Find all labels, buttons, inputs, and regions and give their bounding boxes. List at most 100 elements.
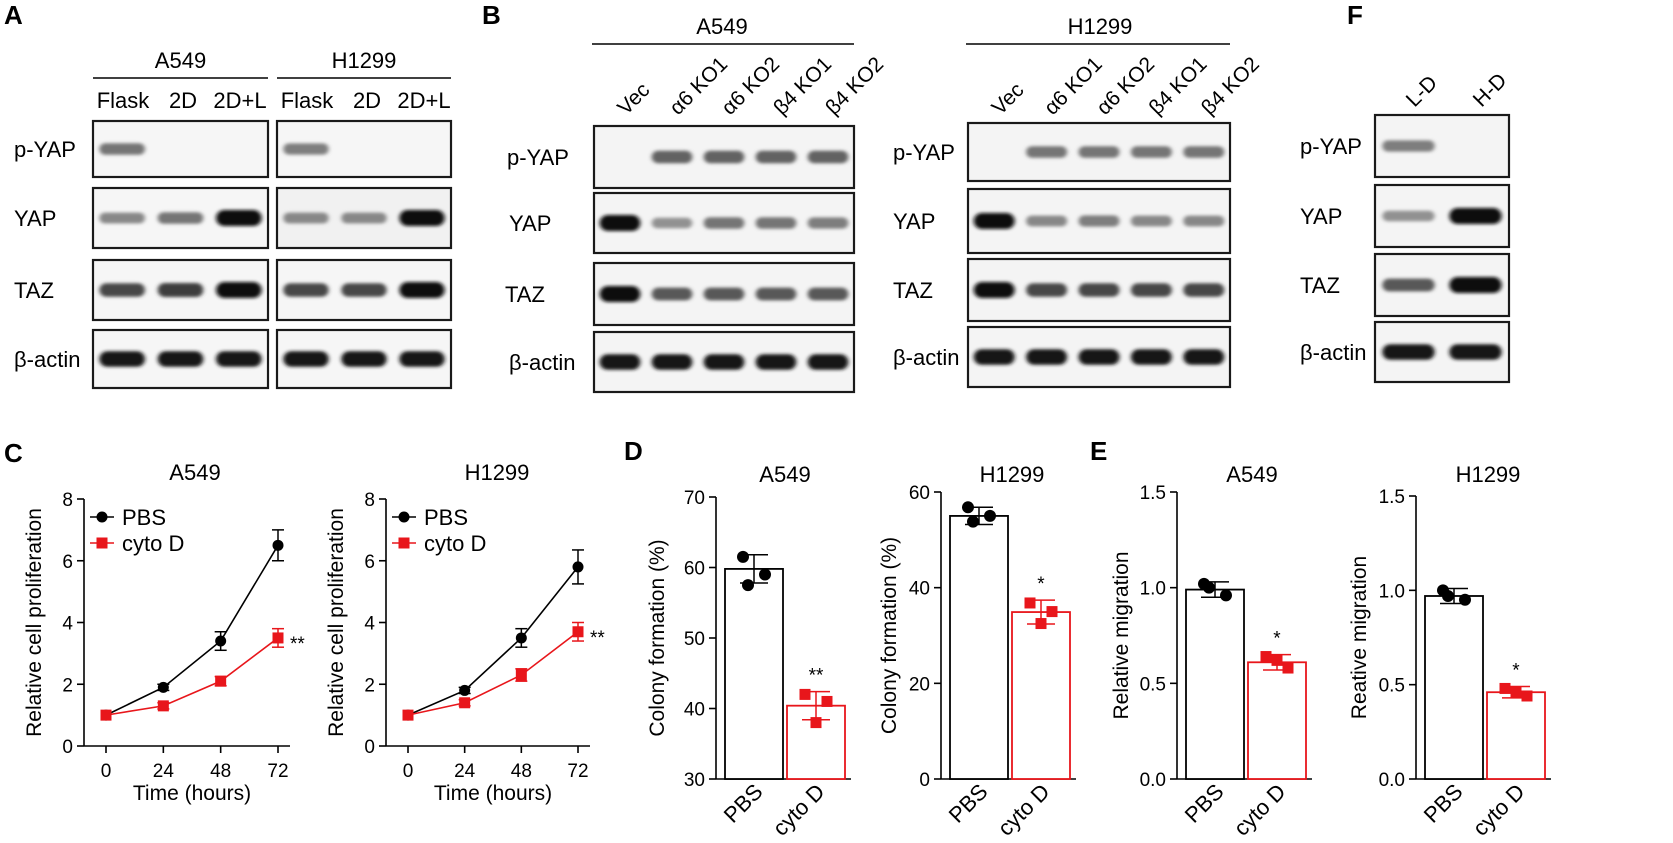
blot-band	[216, 210, 262, 226]
data-point	[1024, 597, 1036, 609]
blot-band	[651, 217, 693, 229]
data-point	[742, 579, 754, 592]
data-point	[459, 684, 471, 696]
blot-B-YAP	[966, 187, 1232, 255]
blot-band	[1078, 349, 1120, 365]
y-axis-label: Colony formation (%)	[646, 539, 669, 736]
legend-marker	[96, 511, 108, 523]
lane-label: 2D+L	[397, 88, 450, 113]
blot-band	[1078, 146, 1120, 158]
lane-label: 2D+L	[213, 88, 266, 113]
blot-band	[651, 150, 693, 164]
data-point	[967, 515, 979, 528]
y-tick-label: 0.0	[1140, 770, 1166, 791]
x-category-label: PBS	[944, 779, 993, 828]
blot-band	[99, 143, 145, 155]
y-axis-label: Relative migration	[1110, 551, 1133, 719]
blot-F-TAZ	[1373, 252, 1511, 318]
lane-label: Flask	[97, 88, 151, 113]
blot-band	[755, 150, 797, 164]
blot-band	[1078, 283, 1120, 297]
blot-A-TAZ	[91, 258, 270, 322]
y-tick-label: 0.5	[1140, 674, 1166, 695]
series-line	[105, 544, 279, 716]
blot-band	[599, 286, 641, 302]
y-tick-label: 40	[909, 579, 930, 600]
y-tick-label: 1.5	[1379, 487, 1405, 508]
significance-mark: *	[1512, 661, 1520, 682]
blot-group-title: H1299	[1068, 14, 1133, 39]
data-point	[1203, 581, 1215, 594]
significance-mark: *	[1273, 629, 1281, 650]
row-label: TAZ	[14, 278, 54, 303]
series-line	[407, 566, 579, 716]
blot-band	[807, 217, 849, 229]
blot-band	[973, 282, 1015, 298]
blot-frame	[91, 119, 270, 179]
y-tick-label: 2	[62, 675, 73, 696]
lane-label: β4 KO2	[1197, 53, 1264, 120]
y-tick-label: 0.5	[1379, 676, 1405, 697]
lane-label: L-D	[1402, 71, 1442, 111]
significance-mark: **	[590, 628, 605, 649]
legend-marker	[398, 511, 410, 523]
blot-band	[651, 354, 693, 370]
blot-band	[1183, 283, 1225, 297]
blot-band	[807, 354, 849, 370]
row-label: p-YAP	[1300, 134, 1362, 159]
blot-band	[1130, 349, 1172, 365]
blot-band	[1183, 146, 1225, 158]
y-tick-label: 6	[364, 552, 375, 573]
chart-title: H1299	[1456, 462, 1521, 487]
blot-band	[755, 287, 797, 301]
chart-title: H1299	[465, 460, 530, 485]
lane-label: β4 KO2	[821, 53, 888, 120]
blot-band	[157, 283, 204, 297]
data-point	[1220, 589, 1232, 602]
significance-mark: **	[290, 634, 305, 655]
y-tick-label: 50	[684, 629, 705, 650]
row-label: TAZ	[1300, 273, 1340, 298]
lane-label: 2D	[353, 88, 381, 113]
y-tick-label: 1.5	[1140, 483, 1166, 504]
blot-band	[99, 351, 145, 367]
y-tick-label: 8	[364, 490, 375, 511]
row-label: YAP	[14, 206, 56, 231]
y-axis-label: Reative migration	[1348, 556, 1371, 719]
blot-band	[399, 210, 445, 226]
row-label: TAZ	[893, 278, 933, 303]
blot-band	[99, 212, 145, 224]
blot-band	[755, 354, 797, 370]
row-label: β-actin	[1300, 340, 1366, 365]
row-label: YAP	[509, 211, 551, 236]
data-point	[1260, 651, 1272, 663]
blot-band	[1382, 278, 1435, 292]
blot-band	[703, 287, 745, 301]
blot-band	[399, 282, 445, 298]
data-point	[402, 709, 414, 721]
row-label: p-YAP	[14, 137, 76, 162]
data-point	[215, 635, 227, 647]
data-point	[272, 632, 284, 644]
data-point	[737, 550, 749, 563]
y-axis-label: Relative cell proliferation	[23, 508, 46, 737]
x-tick-label: 0	[403, 761, 414, 782]
row-label: β-actin	[14, 347, 80, 372]
blot-band	[99, 283, 145, 297]
y-tick-label: 20	[909, 674, 930, 695]
blot-band	[1130, 215, 1172, 227]
blot-A-actin	[275, 328, 453, 390]
y-tick-label: 2	[364, 675, 375, 696]
y-tick-label: 4	[62, 614, 73, 635]
data-point	[1521, 690, 1533, 702]
row-label: p-YAP	[893, 140, 955, 165]
blot-band	[1449, 277, 1502, 293]
blot-B-YAP	[592, 191, 856, 255]
blot-A-actin	[91, 328, 270, 390]
data-point	[459, 697, 471, 709]
lane-label: Vec	[987, 79, 1028, 120]
data-point	[272, 539, 284, 551]
blot-band	[1183, 349, 1225, 365]
blot-band	[1026, 349, 1068, 365]
chart-title: A549	[1226, 462, 1277, 487]
